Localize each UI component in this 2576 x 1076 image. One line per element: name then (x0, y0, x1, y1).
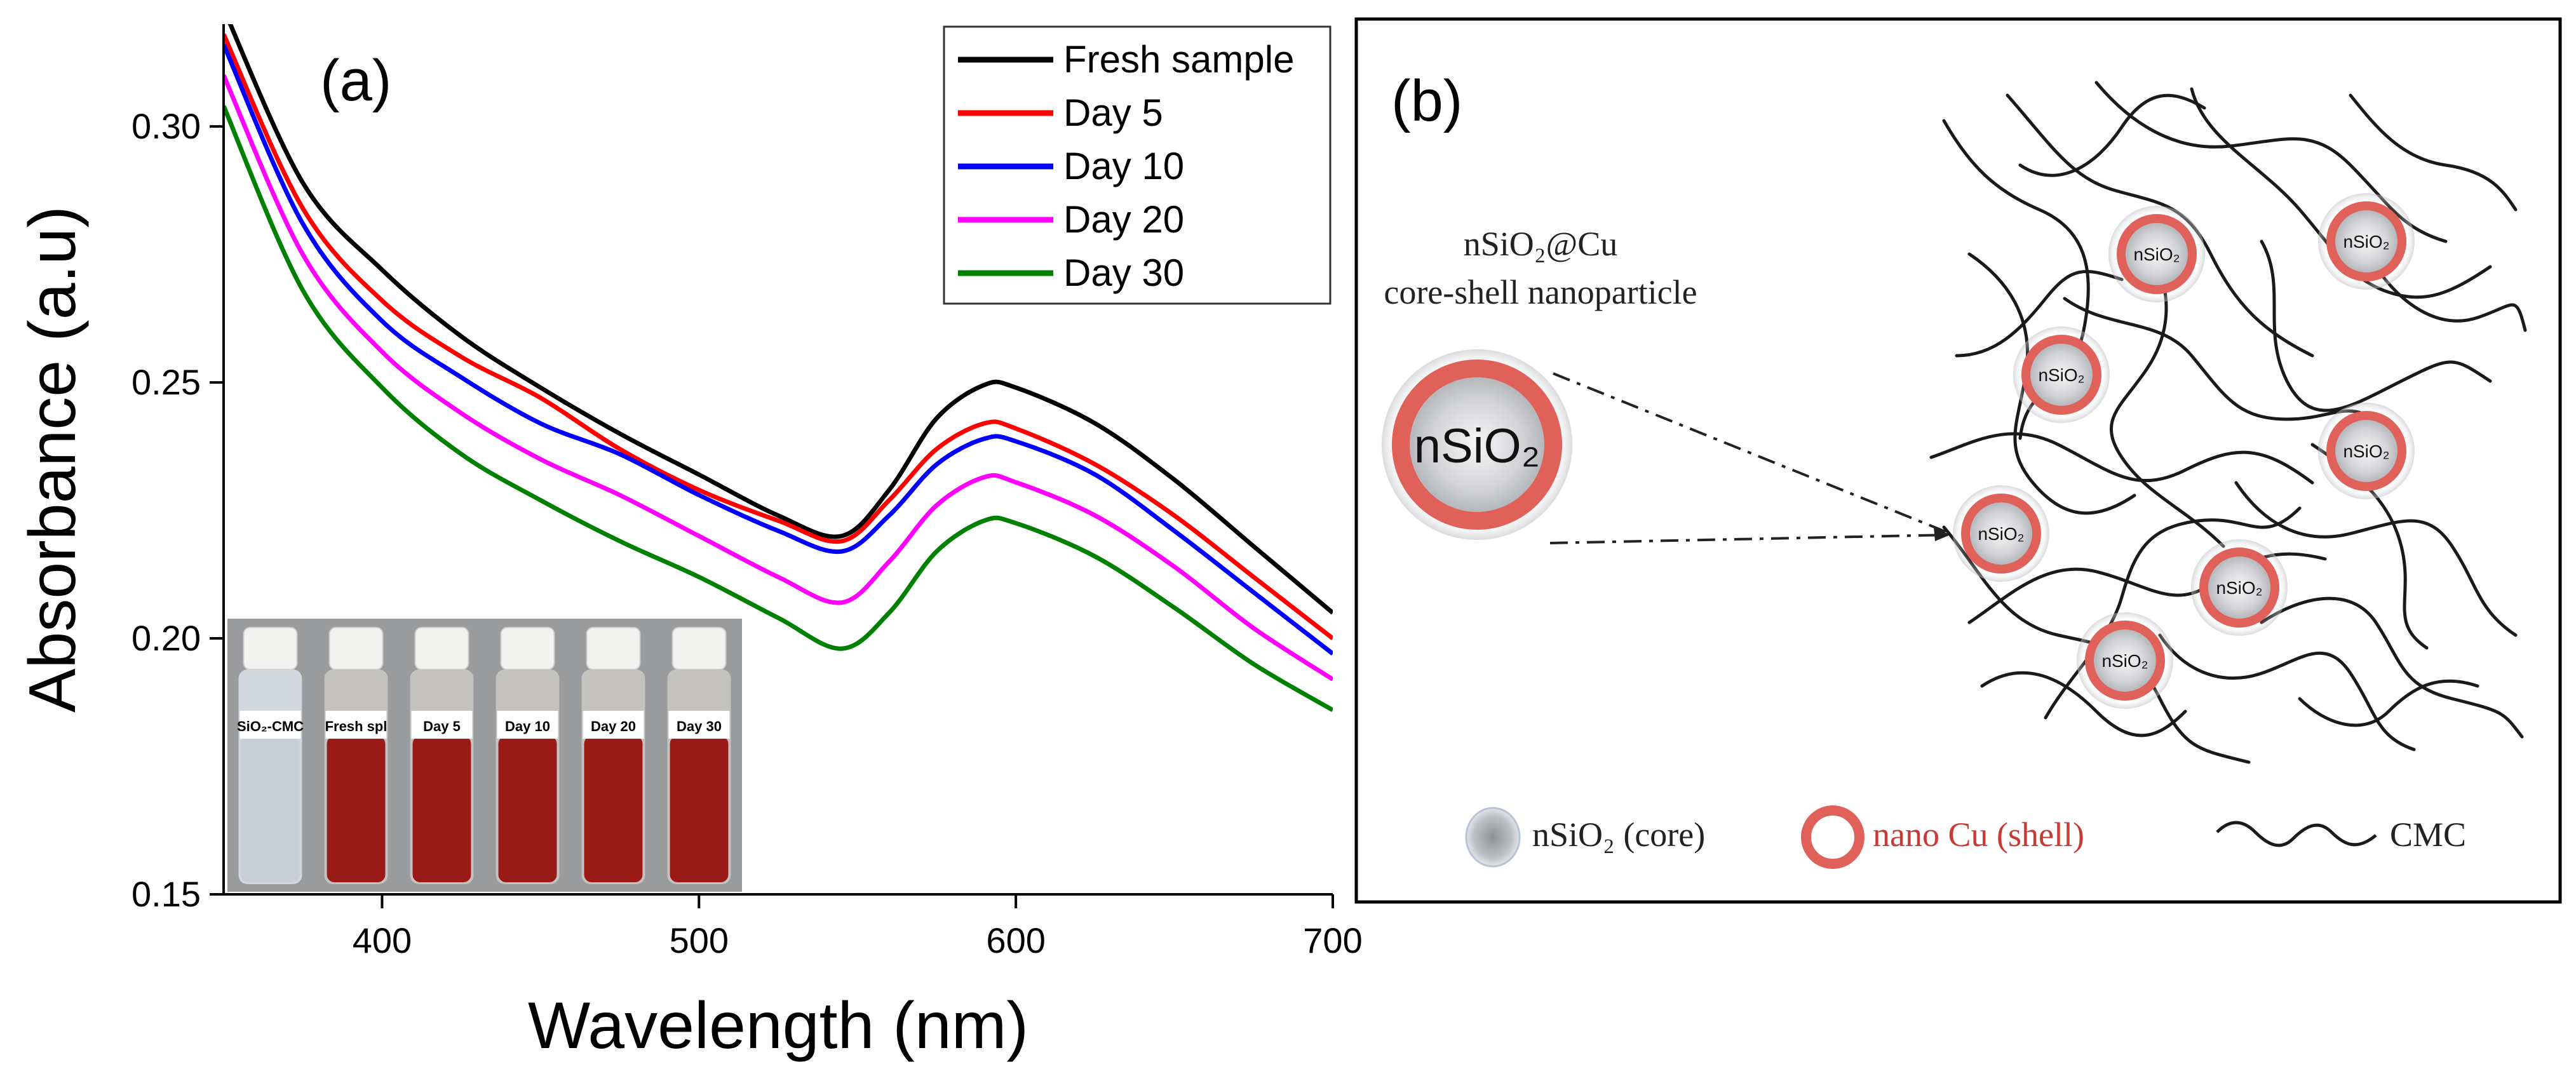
legend-label: Day 10 (1063, 145, 1184, 187)
vial-label-background (583, 711, 644, 739)
vial-liquid (584, 736, 643, 882)
panel-a-label: (a) (320, 48, 391, 113)
particle-ring (2021, 335, 2101, 415)
particle-caption-line2: core-shell nanoparticle (1384, 273, 1697, 311)
y-axis-title: Absorbance (a.u) (16, 206, 90, 713)
y-tick-label: 0.25 (131, 362, 201, 402)
small-core-shell-particle: nSiO₂ (2077, 612, 2173, 709)
vial-photo-inset: SiO₂-CMC Fresh spl Day 5 Day 10 Day 20 Day 30 (227, 619, 742, 892)
small-particle-label: nSiO₂ (2343, 441, 2389, 461)
x-tick-label: 700 (1303, 920, 1362, 960)
x-tick-label: 600 (986, 920, 1045, 960)
x-tick-label: 500 (670, 920, 729, 960)
small-core-shell-particle: nSiO₂ (2013, 326, 2110, 423)
shell-legend-label: nano Cu (shell) (1873, 816, 2084, 854)
legend-label: Fresh sample (1063, 38, 1294, 81)
particle-ring (2326, 201, 2406, 281)
vial-label-background (325, 711, 387, 739)
particle-ring (2326, 411, 2406, 491)
big-particle-label: nSiO₂ (1414, 419, 1540, 473)
vial-label: Fresh spl (325, 718, 388, 734)
vial-liquid (327, 736, 386, 882)
vial-cap (414, 627, 469, 670)
x-axis-title: Wavelength (nm) (528, 989, 1028, 1063)
core-shell-diagram: (b) nSiO₂@Cu core-shell nanoparticle nSi… (1354, 17, 2562, 904)
particle-ring (2085, 621, 2165, 701)
chart-legend: Fresh sample Day 5 Day 10 Day 20 Day 30 (943, 25, 1332, 305)
big-core-shell-particle: nSiO₂ (1382, 349, 1572, 540)
pointer-line-lower (1549, 534, 1951, 544)
small-core-shell-particle: nSiO₂ (2318, 193, 2415, 290)
legend-label: Day 20 (1063, 198, 1184, 241)
vial-cap (586, 627, 641, 670)
vial-label: Day 20 (591, 718, 636, 734)
vial-cap (243, 627, 298, 670)
small-core-shell-particle: nSiO₂ (2318, 403, 2415, 499)
y-tick-label: 0.30 (131, 106, 201, 146)
inset-background (227, 619, 742, 892)
vial-liquid (498, 736, 557, 882)
y-tick-label: 0.20 (131, 618, 201, 658)
legend-label: Day 5 (1063, 91, 1163, 134)
diagram-legend: nSiO₂ (core) nano Cu (shell) CMC (1465, 805, 2466, 869)
series-line-day-20 (224, 74, 1333, 682)
vial-label: SiO₂-CMC (237, 718, 304, 734)
absorbance-chart: 400 500 600 700 0.15 0.20 0.25 0.30 SiO₂-CMC Fre… (16, 24, 1363, 1063)
vial-liquid (241, 736, 300, 882)
vial-label: Day 5 (423, 718, 461, 734)
inset-shade (227, 619, 742, 892)
particle-ring (2199, 548, 2279, 628)
vial-label-background (239, 711, 301, 739)
shell-legend-swatch (1801, 805, 1865, 869)
small-particle-label: nSiO₂ (1978, 524, 2024, 544)
pointer-arrowhead (1934, 527, 1950, 541)
small-core-shell-particle: nSiO₂ (1953, 485, 2049, 582)
core-legend-swatch (1465, 807, 1521, 868)
core-legend-label: nSiO₂ (core) (1532, 816, 1705, 854)
small-particle-label: nSiO₂ (2038, 365, 2084, 385)
small-particle-label: nSiO₂ (2101, 651, 2148, 671)
cmc-legend-label: CMC (2390, 816, 2466, 854)
vial-label: Day 10 (505, 718, 550, 734)
panel-b-label: (b) (1391, 69, 1462, 133)
small-particle-label: nSiO₂ (2343, 232, 2389, 252)
series-line-fresh-sample (227, 24, 1333, 615)
series-line-day-30 (224, 105, 1333, 712)
cmc-legend-swatch (2216, 821, 2377, 847)
small-core-shell-particle: nSiO₂ (2108, 206, 2205, 302)
vial-cap (671, 627, 727, 670)
particle-ring (1961, 494, 2041, 574)
cmc-polymer-network (1929, 81, 2527, 764)
small-particle-label: nSiO₂ (2133, 245, 2180, 264)
vial-label-background (411, 711, 473, 739)
y-tick-label: 0.15 (131, 874, 201, 914)
vial-label-background (668, 711, 730, 739)
small-particle-label: nSiO₂ (2216, 578, 2262, 598)
x-tick-label: 400 (353, 920, 412, 960)
particle-ring (2117, 214, 2197, 294)
particle-caption-line1: nSiO₂@Cu (1464, 225, 1618, 263)
vial-liquid (670, 736, 729, 882)
legend-label: Day 30 (1063, 252, 1184, 294)
vial-label-background (497, 711, 558, 739)
vial-liquid (412, 736, 471, 882)
small-core-shell-particle: nSiO₂ (2191, 539, 2288, 636)
series-line-day-10 (224, 43, 1333, 656)
vial-label: Day 30 (677, 718, 722, 734)
vial-cap (328, 627, 384, 670)
series-line-day-5 (224, 33, 1333, 640)
vial-cap (500, 627, 555, 670)
